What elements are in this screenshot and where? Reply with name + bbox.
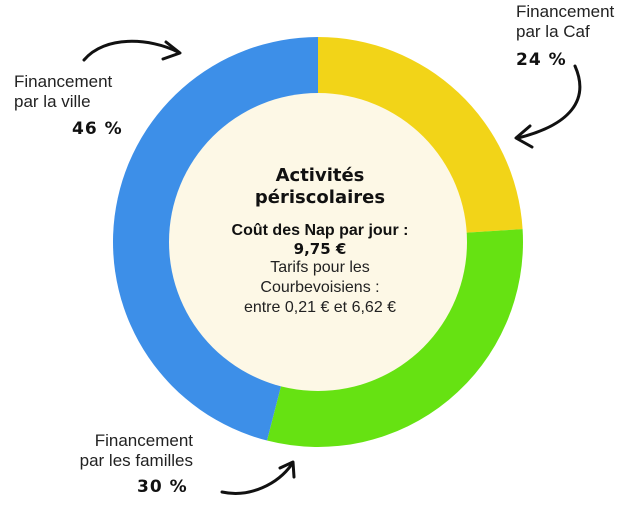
value-familles: 30 %	[137, 477, 188, 497]
label-caf-line1: Financement	[516, 2, 615, 21]
label-ville-line1: Financement	[14, 72, 113, 91]
arrow-ville-icon	[82, 39, 180, 62]
value-caf: 24 %	[516, 50, 567, 70]
label-caf: Financement par la Caf	[516, 2, 614, 42]
arrow-caf-head-icon	[514, 124, 534, 149]
center-text: Activités périscolaires Coût des Nap par…	[195, 165, 445, 318]
label-caf-line2: par la Caf	[516, 22, 590, 41]
donut-center	[169, 93, 467, 391]
value-ville: 46 %	[72, 119, 123, 139]
arrow-ville-head-icon	[161, 40, 182, 61]
cost-value: 9,75 €	[293, 240, 347, 258]
label-familles-line2: par les familles	[79, 451, 193, 470]
label-familles: Financement par les familles	[68, 431, 193, 471]
arrow-familles-icon	[220, 462, 294, 495]
note-line3: entre 0,21 € et 6,62 €	[243, 299, 397, 316]
note-line2: Courbevoisiens :	[260, 279, 380, 296]
chart-title: Activités périscolaires	[254, 165, 386, 208]
label-ville-line2: par la ville	[14, 92, 91, 111]
label-familles-line1: Financement	[94, 431, 193, 450]
label-ville: Financement par la ville	[14, 72, 112, 112]
note-line1: Tarifs pour les	[270, 259, 370, 276]
cost-label: Coût des Nap par jour :	[231, 222, 409, 239]
arrow-caf-icon	[516, 64, 582, 140]
arrow-familles-head-icon	[278, 460, 296, 479]
